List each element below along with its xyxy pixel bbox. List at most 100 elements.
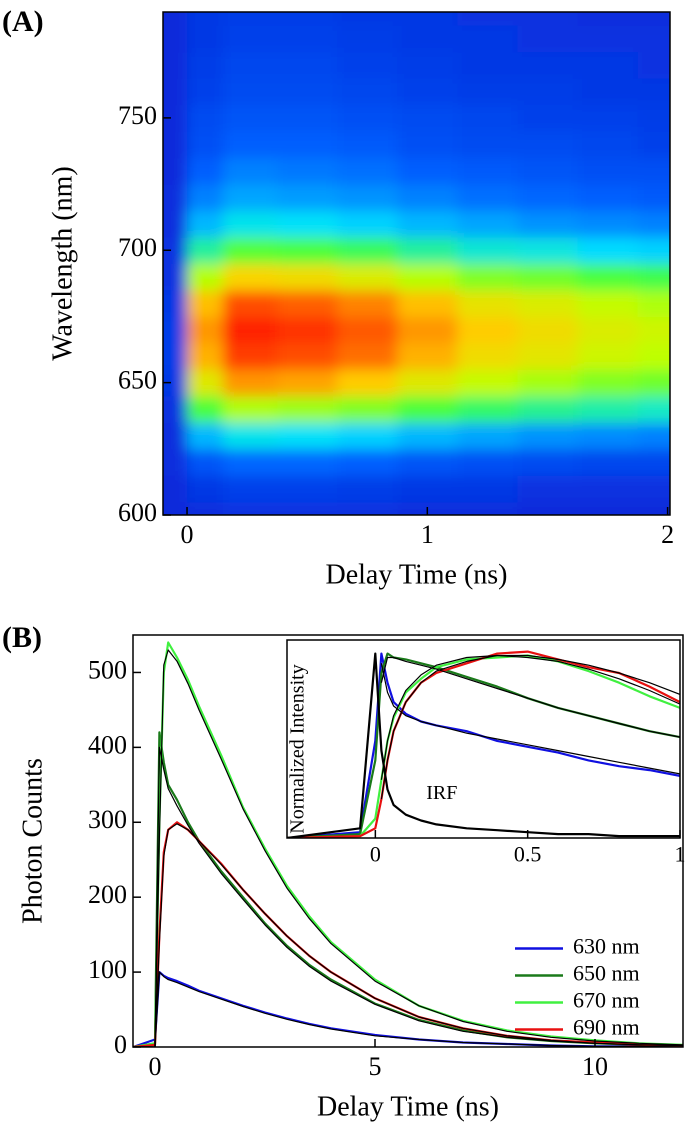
heatmap-cell: [163, 12, 188, 26]
heatmap-cell: [577, 104, 639, 132]
x-tick-label: 2: [661, 520, 674, 549]
heatmap-cell: [187, 12, 224, 26]
heatmap-cell: [163, 157, 188, 185]
heatmap-cell: [397, 342, 458, 370]
heatmap-cell: [397, 316, 458, 344]
heatmap-cell: [187, 395, 224, 423]
heatmap-cell: [577, 263, 639, 291]
heatmap-cell: [163, 263, 188, 291]
heatmap-cell: [277, 342, 338, 370]
heatmap-cell: [223, 289, 278, 317]
fit-line: [380, 654, 680, 800]
fit-line: [133, 971, 683, 1047]
heatmap-cell: [517, 263, 578, 291]
heatmap-cell: [577, 12, 639, 26]
heatmap-cell: [277, 501, 338, 515]
heatmap-cell: [223, 316, 278, 344]
heatmap-cell: [577, 210, 639, 238]
heatmap-cell: [517, 51, 578, 79]
heatmap-cell: [457, 25, 518, 53]
heatmap-cell: [277, 263, 338, 291]
heatmap-cell: [163, 51, 188, 79]
heatmap-cell: [517, 12, 578, 26]
heatmap-cell: [577, 369, 639, 397]
heatmap-cell: [397, 369, 458, 397]
heatmap-cell: [397, 289, 458, 317]
y-axis-label: Wavelength (nm): [47, 166, 78, 360]
heatmap-cell: [517, 210, 578, 238]
heatmap-cell: [457, 157, 518, 185]
heatmap-cell: [577, 289, 639, 317]
heatmap-cell: [187, 289, 224, 317]
heatmap-cell: [397, 475, 458, 503]
y-tick-label: 500: [88, 655, 127, 684]
heatmap-cell: [457, 501, 518, 515]
heatmap-cell: [163, 395, 188, 423]
heatmap-cell: [517, 395, 578, 423]
heatmap-cell: [457, 237, 518, 264]
heatmap-cell: [163, 131, 188, 159]
legend-label: 630 nm: [573, 934, 640, 959]
data-line: [287, 654, 680, 838]
heatmap-cell: [277, 12, 338, 26]
fit-line: [380, 654, 680, 780]
heatmap-cell: [223, 369, 278, 397]
heatmap-cell: [277, 369, 338, 397]
heatmap-cell: [277, 289, 338, 317]
heatmap-cell: [577, 78, 639, 106]
heatmap-cell: [187, 448, 224, 476]
heatmap-cell: [457, 104, 518, 132]
heatmap-cell: [187, 104, 224, 132]
heatmap-cell: [457, 422, 518, 450]
heatmap-cell: [457, 369, 518, 397]
heatmap-cell: [187, 78, 224, 106]
heatmap-cell: [397, 131, 458, 159]
heatmap-cell: [457, 131, 518, 159]
heatmap-cell: [457, 448, 518, 476]
heatmap-cell: [337, 263, 398, 291]
heatmap-cell: [187, 210, 224, 238]
heatmap-cell: [577, 422, 639, 450]
heatmap-cell: [577, 448, 639, 476]
heatmap-cell: [223, 263, 278, 291]
heatmap-cell: [637, 289, 670, 317]
heatmap-cell: [337, 12, 398, 26]
heatmap-cell: [337, 131, 398, 159]
heatmap-cell: [187, 237, 224, 264]
heatmap-cell: [457, 289, 518, 317]
heatmap-cell: [637, 184, 670, 212]
heatmap: [163, 12, 670, 515]
heatmap-cell: [517, 448, 578, 476]
heatmap-cell: [457, 342, 518, 370]
heatmap-cell: [457, 210, 518, 238]
heatmap-cell: [517, 422, 578, 450]
heatmap-cell: [397, 51, 458, 79]
y-tick-label: 0: [114, 1030, 127, 1059]
heatmap-cell: [277, 395, 338, 423]
heatmap-cell: [637, 263, 670, 291]
heatmap-cell: [187, 475, 224, 503]
heatmap-cell: [163, 316, 188, 344]
legend-label: 670 nm: [573, 988, 640, 1013]
heatmap-cell: [577, 157, 639, 185]
heatmap-cell: [637, 448, 670, 476]
heatmap-cell: [457, 51, 518, 79]
heatmap-cell: [397, 448, 458, 476]
heatmap-cell: [457, 12, 518, 26]
heatmap-cell: [397, 184, 458, 212]
heatmap-cell: [517, 369, 578, 397]
heatmap-cell: [223, 184, 278, 212]
heatmap-cell: [163, 210, 188, 238]
legend-label: 650 nm: [573, 961, 640, 986]
y-tick-label: 700: [118, 233, 157, 262]
heatmap-cell: [517, 104, 578, 132]
heatmap-cell: [637, 131, 670, 159]
plot-frame: [286, 639, 681, 839]
heatmap-cell: [223, 12, 278, 26]
heatmap-cell: [277, 237, 338, 264]
heatmap-cell: [163, 289, 188, 317]
heatmap-cells: [163, 12, 670, 515]
series-label: IRF: [426, 782, 457, 804]
heatmap-cell: [517, 342, 578, 370]
